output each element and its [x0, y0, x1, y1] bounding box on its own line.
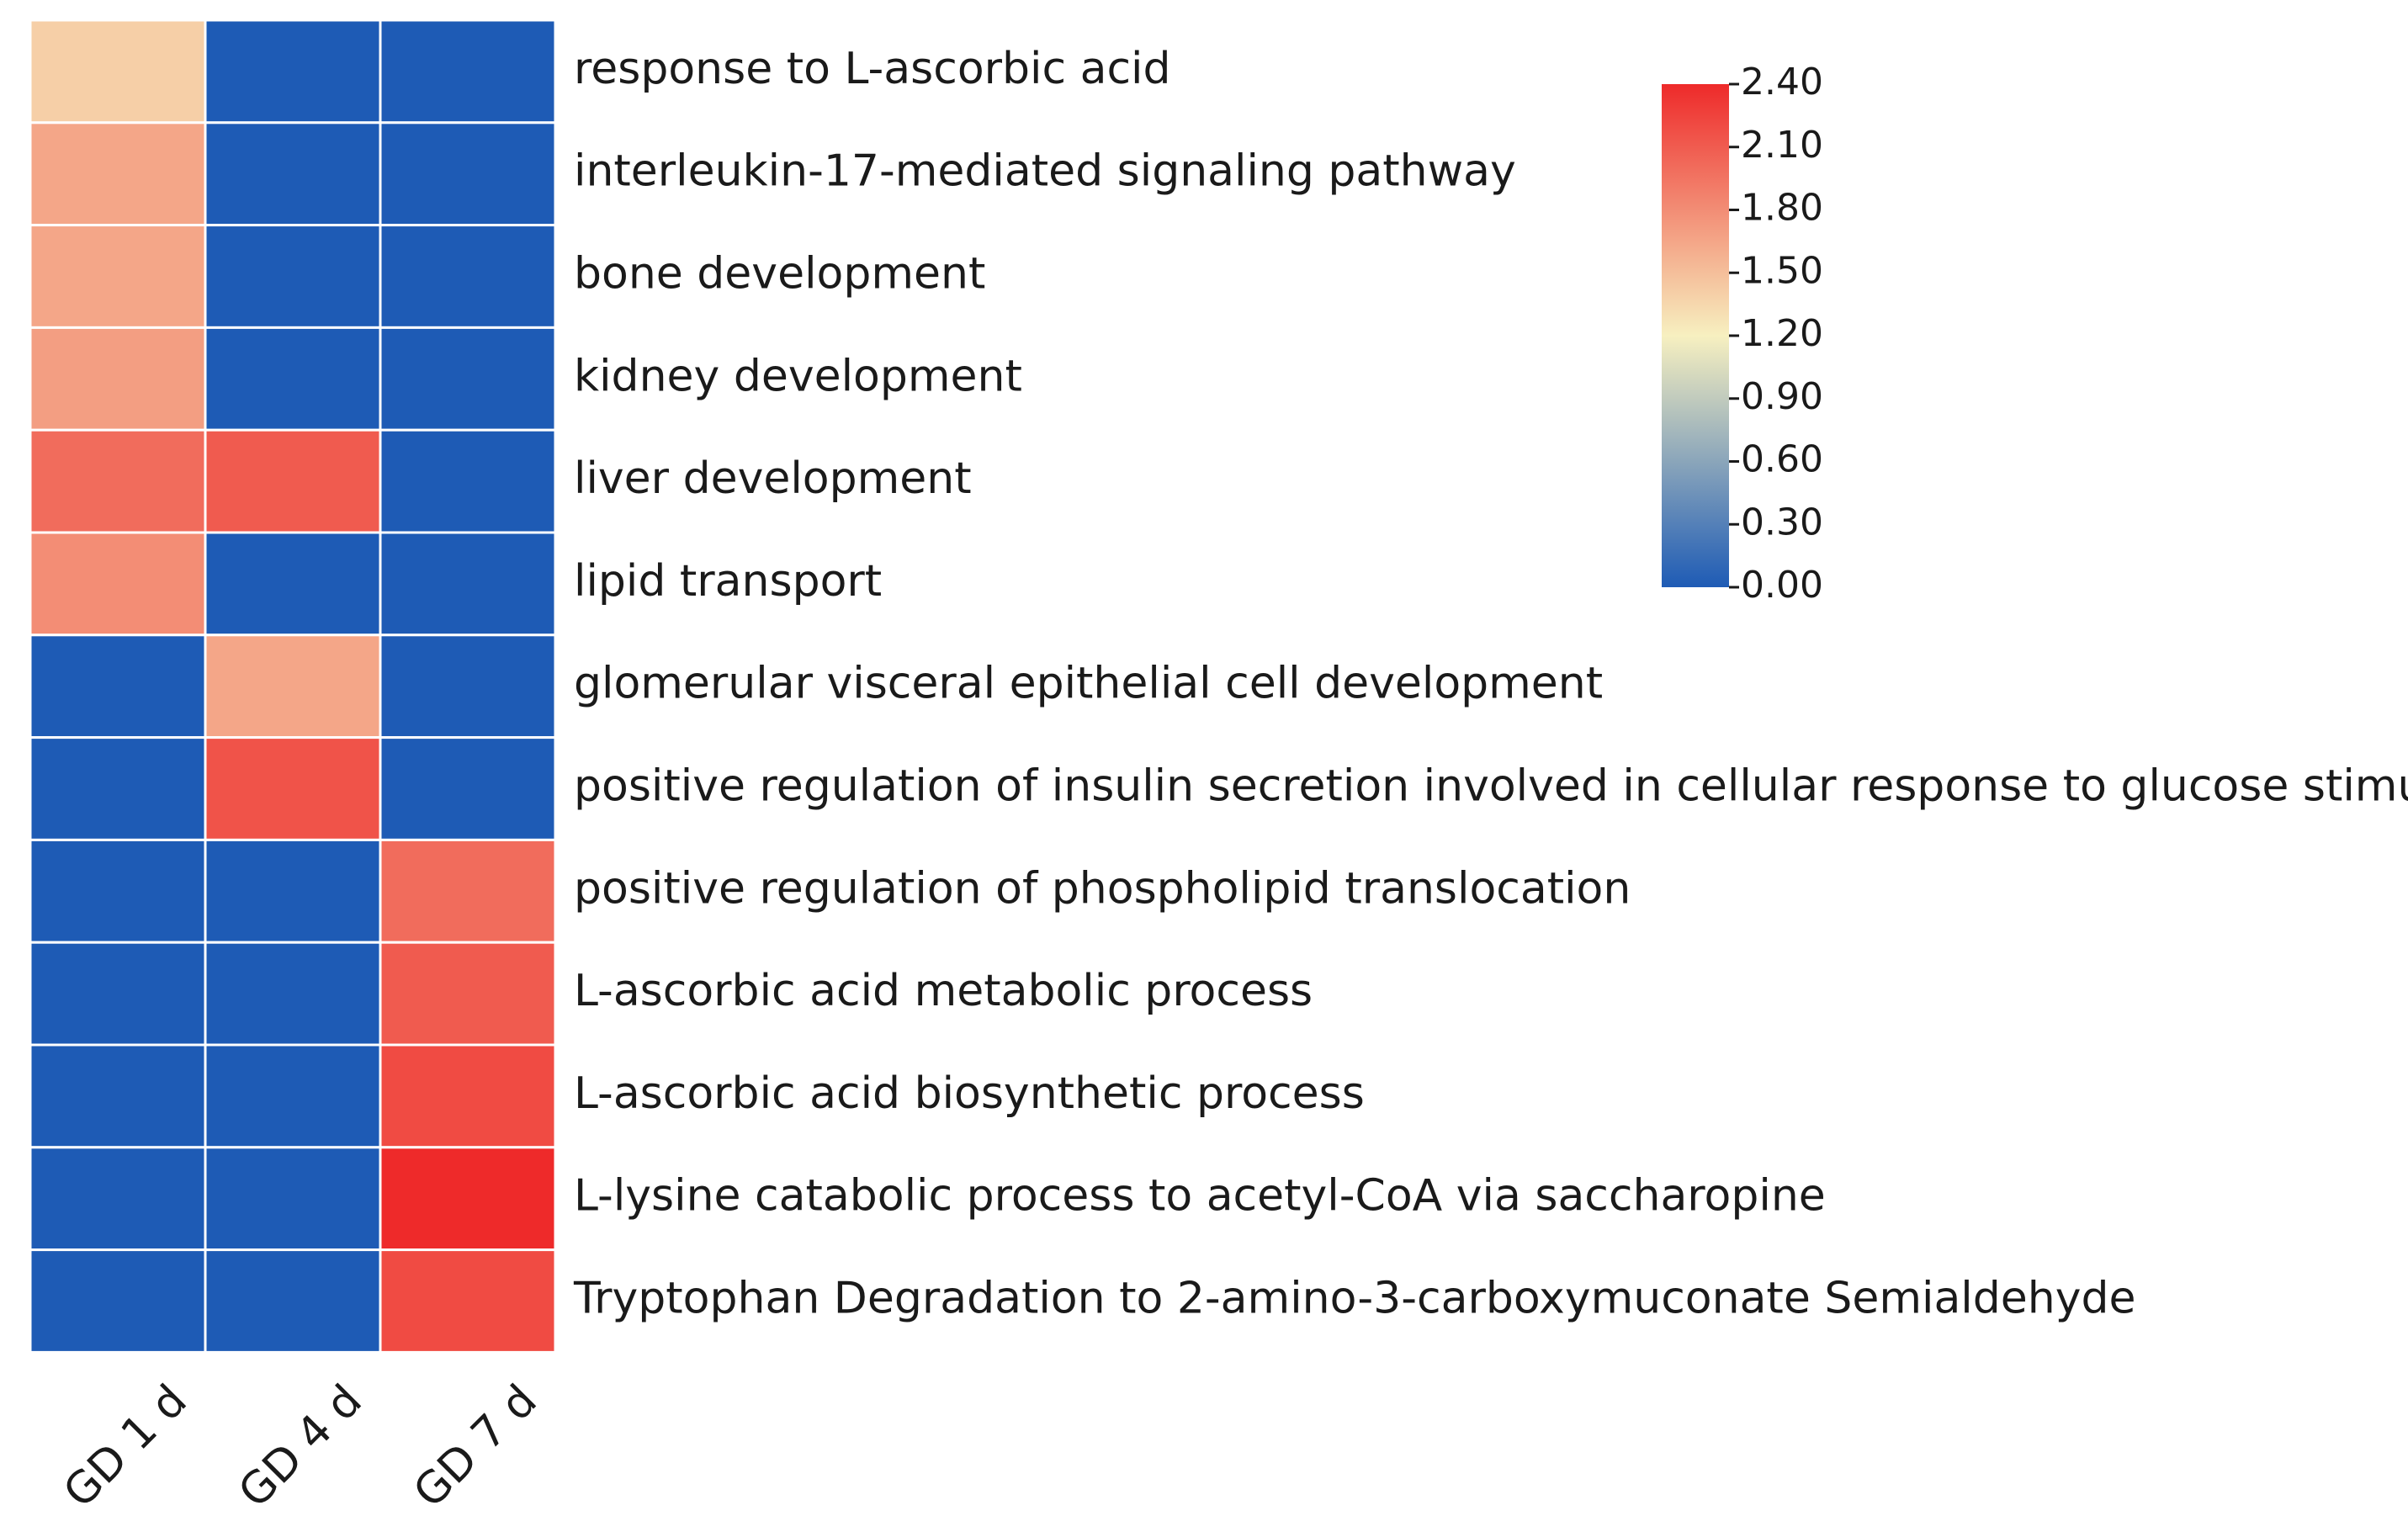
heatmap-cell: [29, 1248, 207, 1354]
row-label: L-lysine catabolic process to acetyl-CoA…: [574, 1171, 1826, 1222]
heatmap-cell: [29, 121, 207, 227]
heatmap-cell: [204, 19, 382, 125]
column-label: GD 7 d: [404, 1376, 546, 1516]
colorbar-tick-label: 0.60: [1741, 438, 1823, 481]
row-label: bone development: [574, 249, 985, 299]
colorbar-tick-label: 1.50: [1741, 249, 1823, 292]
heatmap-cell: [379, 428, 557, 534]
heatmap-cell: [379, 1248, 557, 1354]
row-label: glomerular visceral epithelial cell deve…: [574, 659, 1603, 709]
column-label: GD 1 d: [54, 1376, 196, 1516]
heatmap-cell: [379, 1146, 557, 1252]
heatmap-cell: [204, 941, 382, 1047]
heatmap-cell: [204, 1146, 382, 1252]
heatmap-cell: [204, 531, 382, 637]
heatmap-cell: [379, 531, 557, 637]
heatmap-cell: [379, 1043, 557, 1149]
colorbar-tick-label: 2.40: [1741, 61, 1823, 103]
heatmap-cell: [29, 531, 207, 637]
heatmap-cell: [204, 121, 382, 227]
column-labels: GD 1 d GD 4 d GD 7 d: [54, 1376, 546, 1516]
colorbar-tick-label: 0.30: [1741, 501, 1823, 543]
row-label: L-ascorbic acid metabolic process: [574, 966, 1313, 1016]
row-label: response to L-ascorbic acid: [574, 44, 1171, 94]
heatmap-cell: [29, 1043, 207, 1149]
heatmap-cell: [204, 1043, 382, 1149]
column-label: GD 4 d: [229, 1376, 371, 1516]
heatmap-cell: [29, 428, 207, 534]
heatmap-cells: [29, 19, 557, 1354]
row-label: interleukin-17-mediated signaling pathwa…: [574, 146, 1516, 197]
heatmap-cell: [204, 736, 382, 841]
heatmap-cell: [204, 428, 382, 534]
heatmap-cell: [379, 224, 557, 329]
heatmap-cell: [29, 941, 207, 1047]
colorbar-tick-label: 0.00: [1741, 564, 1823, 607]
heatmap-cell: [204, 326, 382, 432]
heatmap-cell: [379, 838, 557, 944]
row-label: positive regulation of phospholipid tran…: [574, 863, 1631, 914]
row-label: lipid transport: [574, 556, 882, 607]
row-label: positive regulation of insulin secretion…: [574, 761, 2408, 812]
row-label: L-ascorbic acid biosynthetic process: [574, 1068, 1365, 1119]
heatmap-cell: [204, 838, 382, 944]
heatmap-cell: [204, 1248, 382, 1354]
heatmap-cell: [379, 19, 557, 125]
colorbar-tick-label: 1.20: [1741, 312, 1823, 355]
heatmap-cell: [379, 633, 557, 739]
heatmap-cell: [204, 633, 382, 739]
heatmap-cell: [379, 121, 557, 227]
heatmap-cell: [379, 736, 557, 841]
heatmap-cell: [379, 326, 557, 432]
heatmap-cell: [29, 326, 207, 432]
row-labels: response to L-ascorbic acid interleukin-1…: [573, 44, 2408, 1324]
heatmap-cell: [29, 736, 207, 841]
row-label: kidney development: [574, 351, 1022, 401]
colorbar-tick-label: 2.10: [1741, 124, 1823, 167]
colorbar-gradient: [1662, 84, 1729, 587]
heatmap-cell: [29, 633, 207, 739]
heatmap-cell: [29, 224, 207, 329]
heatmap-cell: [204, 224, 382, 329]
heatmap-cell: [29, 838, 207, 944]
heatmap-cell: [29, 1146, 207, 1252]
colorbar-tick-label: 0.90: [1741, 375, 1823, 418]
colorbar-tick-label: 1.80: [1741, 187, 1823, 230]
row-label: liver development: [574, 453, 972, 504]
colorbar: 2.40 2.10 1.80 1.50 1.20 0.90 0.60 0.30 0.00: [1662, 61, 1823, 607]
heatmap-cell: [379, 941, 557, 1047]
row-label: Tryptophan Degradation to 2-amino-3-carb…: [573, 1274, 2136, 1324]
heatmap-cell: [29, 19, 207, 125]
